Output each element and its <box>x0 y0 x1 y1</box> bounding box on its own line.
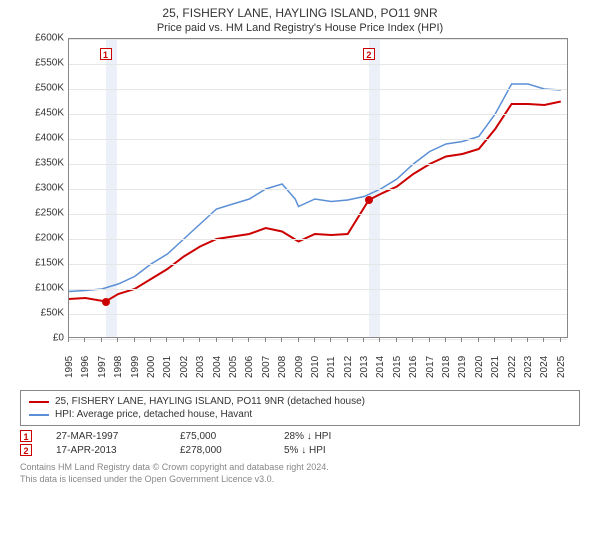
x-tick-label: 2016 <box>408 356 419 378</box>
x-tick-label: 1996 <box>80 356 91 378</box>
legend-item-price-paid: 25, FISHERY LANE, HAYLING ISLAND, PO11 9… <box>29 395 571 408</box>
x-axis-labels: 1995199619971998199920002001200220032004… <box>68 338 568 388</box>
x-tick-label: 2011 <box>326 356 337 378</box>
transaction-delta: 28% ↓ HPI <box>284 431 331 442</box>
y-tick-label: £200K <box>20 233 64 244</box>
marker-dot <box>102 298 110 306</box>
transaction-row: 1 27-MAR-1997 £75,000 28% ↓ HPI <box>20 430 580 442</box>
x-tick-label: 2012 <box>343 356 354 378</box>
x-tick-label: 2002 <box>179 356 190 378</box>
x-tick-label: 2025 <box>556 356 567 378</box>
chart-container: 25, FISHERY LANE, HAYLING ISLAND, PO11 9… <box>0 0 600 560</box>
x-tick-label: 2019 <box>457 356 468 378</box>
marker-box: 1 <box>100 48 112 60</box>
y-tick-label: £300K <box>20 183 64 194</box>
y-tick-label: £600K <box>20 33 64 44</box>
transaction-row: 2 17-APR-2013 £278,000 5% ↓ HPI <box>20 444 580 456</box>
y-tick-label: £50K <box>20 308 64 319</box>
x-tick-label: 2001 <box>162 356 173 378</box>
x-tick-label: 2021 <box>490 356 501 378</box>
y-tick-label: £450K <box>20 108 64 119</box>
transaction-date: 17-APR-2013 <box>56 445 156 456</box>
y-tick-label: £100K <box>20 283 64 294</box>
legend-label: HPI: Average price, detached house, Hava… <box>55 409 252 420</box>
x-tick-label: 2014 <box>375 356 386 378</box>
x-tick-label: 2023 <box>523 356 534 378</box>
footer-line: This data is licensed under the Open Gov… <box>20 474 580 486</box>
x-tick-label: 2004 <box>212 356 223 378</box>
marker-dot <box>365 196 373 204</box>
y-tick-label: £550K <box>20 58 64 69</box>
transaction-date: 27-MAR-1997 <box>56 431 156 442</box>
x-tick-label: 2022 <box>507 356 518 378</box>
legend-item-hpi: HPI: Average price, detached house, Hava… <box>29 408 571 421</box>
marker-box: 2 <box>363 48 375 60</box>
x-tick-label: 2009 <box>294 356 305 378</box>
transactions-list: 1 27-MAR-1997 £75,000 28% ↓ HPI 2 17-APR-2013… <box>0 430 600 456</box>
transaction-price: £278,000 <box>180 445 260 456</box>
chart-title: 25, FISHERY LANE, HAYLING ISLAND, PO11 9… <box>0 0 600 20</box>
legend-label: 25, FISHERY LANE, HAYLING ISLAND, PO11 9… <box>55 396 365 407</box>
chart-area: £0 £50K £100K £150K £200K £250K £300K £350K £400… <box>20 38 580 388</box>
x-tick-label: 2005 <box>228 356 239 378</box>
footer-attribution: Contains HM Land Registry data © Crown c… <box>20 462 580 485</box>
legend: 25, FISHERY LANE, HAYLING ISLAND, PO11 9… <box>20 390 580 426</box>
x-tick-label: 2013 <box>359 356 370 378</box>
y-tick-label: £350K <box>20 158 64 169</box>
x-tick-label: 2007 <box>261 356 272 378</box>
x-tick-label: 1997 <box>97 356 108 378</box>
transaction-marker: 2 <box>20 444 32 456</box>
chart-subtitle: Price paid vs. HM Land Registry's House … <box>0 20 600 38</box>
series-hpi <box>69 84 561 292</box>
transaction-delta: 5% ↓ HPI <box>284 445 326 456</box>
x-tick-label: 1995 <box>64 356 75 378</box>
y-tick-label: £250K <box>20 208 64 219</box>
x-tick-label: 2015 <box>392 356 403 378</box>
y-tick-label: £0 <box>20 333 64 344</box>
x-tick-label: 2008 <box>277 356 288 378</box>
x-tick-label: 2006 <box>244 356 255 378</box>
x-tick-label: 2000 <box>146 356 157 378</box>
x-tick-label: 2024 <box>539 356 550 378</box>
x-tick-label: 2010 <box>310 356 321 378</box>
transaction-price: £75,000 <box>180 431 260 442</box>
legend-swatch <box>29 401 49 403</box>
x-tick-label: 2017 <box>425 356 436 378</box>
y-tick-label: £500K <box>20 83 64 94</box>
x-tick-label: 2018 <box>441 356 452 378</box>
transaction-marker: 1 <box>20 430 32 442</box>
x-tick-label: 1998 <box>113 356 124 378</box>
plot-area: 12 <box>68 38 568 338</box>
x-tick-label: 2003 <box>195 356 206 378</box>
x-tick-label: 2020 <box>474 356 485 378</box>
x-tick-label: 1999 <box>130 356 141 378</box>
series-price_paid <box>69 102 561 302</box>
legend-swatch <box>29 414 49 416</box>
footer-line: Contains HM Land Registry data © Crown c… <box>20 462 580 474</box>
y-tick-label: £400K <box>20 133 64 144</box>
y-tick-label: £150K <box>20 258 64 269</box>
